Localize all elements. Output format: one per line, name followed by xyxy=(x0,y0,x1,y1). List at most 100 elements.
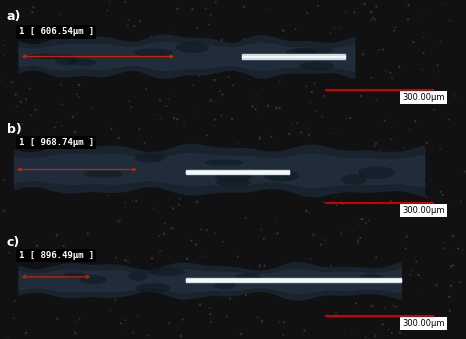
Point xyxy=(455,249,463,254)
Point xyxy=(64,15,71,20)
Point xyxy=(139,298,147,304)
Point xyxy=(119,149,127,154)
Ellipse shape xyxy=(236,273,261,282)
Point xyxy=(164,94,171,99)
Point xyxy=(325,219,333,224)
Point xyxy=(200,32,208,37)
Point xyxy=(152,311,159,316)
Point xyxy=(288,193,295,198)
Point xyxy=(396,64,403,70)
Point xyxy=(144,197,151,203)
Point xyxy=(317,242,325,247)
Point xyxy=(45,154,52,159)
Point xyxy=(439,203,447,208)
Point xyxy=(55,241,62,246)
Point xyxy=(263,116,271,122)
Point xyxy=(189,102,197,107)
Point xyxy=(236,179,244,185)
Point xyxy=(249,107,257,113)
Point xyxy=(360,27,367,32)
Point xyxy=(285,294,293,299)
Point xyxy=(112,250,120,255)
Point xyxy=(388,217,396,223)
Point xyxy=(308,89,315,95)
Point xyxy=(274,119,281,124)
Point xyxy=(121,267,128,272)
Point xyxy=(151,111,158,117)
Point xyxy=(446,161,453,167)
Point xyxy=(0,30,4,35)
Point xyxy=(144,237,151,243)
Point xyxy=(104,65,111,70)
Point xyxy=(271,248,278,253)
Point xyxy=(393,304,400,310)
Point xyxy=(142,159,150,165)
Point xyxy=(156,114,163,120)
Point xyxy=(447,283,455,288)
Point xyxy=(16,167,23,173)
Point xyxy=(391,25,399,30)
Point xyxy=(147,204,154,210)
Point xyxy=(449,55,457,60)
Point xyxy=(72,177,80,182)
Point xyxy=(367,238,374,244)
Point xyxy=(444,172,451,177)
Point xyxy=(82,262,89,267)
Point xyxy=(457,188,464,193)
Point xyxy=(0,305,8,311)
Point xyxy=(6,301,14,306)
Ellipse shape xyxy=(176,42,209,53)
Point xyxy=(433,283,440,288)
Ellipse shape xyxy=(293,47,335,54)
Point xyxy=(446,31,453,36)
Point xyxy=(183,256,191,261)
Point xyxy=(55,264,62,270)
Point xyxy=(71,255,78,260)
Point xyxy=(288,284,295,290)
Point xyxy=(269,335,277,339)
Point xyxy=(30,5,37,10)
Point xyxy=(146,287,153,292)
Point xyxy=(244,304,252,310)
Point xyxy=(336,185,343,190)
Point xyxy=(186,137,193,142)
Point xyxy=(307,142,314,148)
Point xyxy=(442,21,449,26)
Point xyxy=(275,327,282,333)
Point xyxy=(73,137,80,143)
Point xyxy=(262,88,269,93)
Text: 300.00μm: 300.00μm xyxy=(403,319,445,328)
Point xyxy=(148,256,156,261)
Point xyxy=(214,279,222,285)
Point xyxy=(142,199,149,204)
Point xyxy=(256,53,264,59)
Point xyxy=(216,321,223,326)
Point xyxy=(15,10,23,15)
Point xyxy=(313,163,320,168)
Point xyxy=(7,72,15,77)
Point xyxy=(104,193,111,199)
Point xyxy=(164,216,171,222)
Point xyxy=(107,259,115,265)
Point xyxy=(402,135,409,141)
Point xyxy=(253,51,260,56)
Point xyxy=(260,133,267,138)
Point xyxy=(292,225,300,231)
Point xyxy=(446,95,453,100)
Point xyxy=(37,98,44,103)
Point xyxy=(83,129,91,135)
Point xyxy=(147,33,155,39)
Point xyxy=(118,137,125,142)
Point xyxy=(340,159,348,165)
Point xyxy=(391,15,399,21)
Point xyxy=(229,285,237,290)
Point xyxy=(177,270,184,275)
Point xyxy=(315,3,322,8)
Point xyxy=(16,42,23,48)
Point xyxy=(372,307,380,313)
Point xyxy=(335,198,343,204)
Point xyxy=(13,167,21,173)
Point xyxy=(247,80,255,85)
Point xyxy=(121,0,129,4)
Point xyxy=(402,246,409,252)
